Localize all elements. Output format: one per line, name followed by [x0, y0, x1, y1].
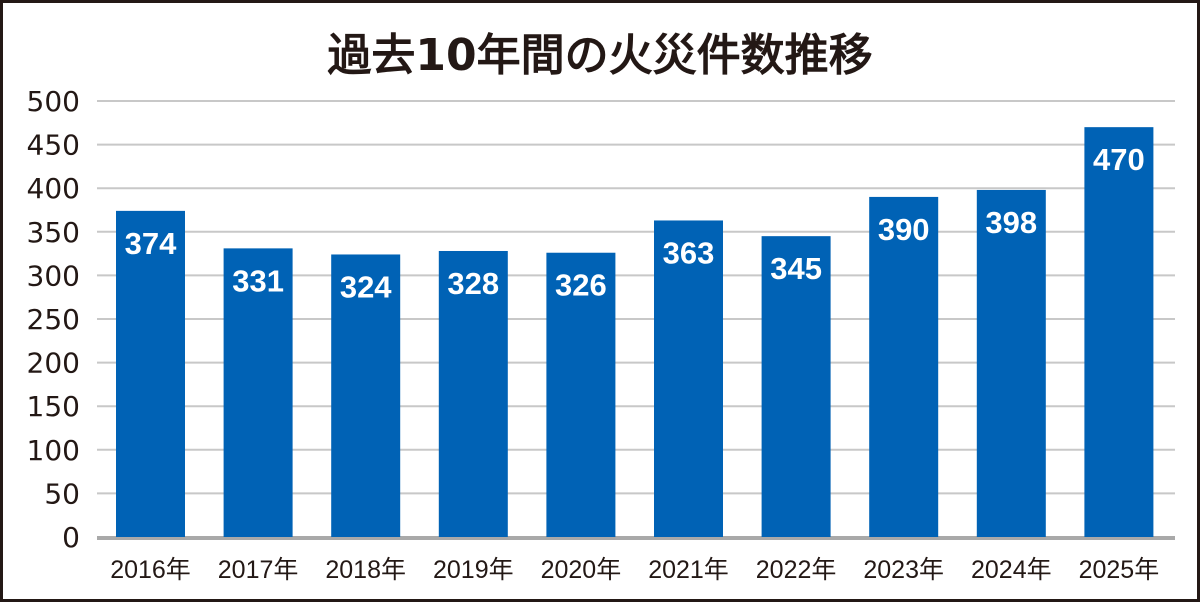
x-tick-label: 2022年 — [756, 556, 837, 584]
bar — [869, 196, 939, 538]
data-label: 328 — [447, 266, 499, 301]
bar — [546, 252, 616, 537]
data-label: 326 — [555, 268, 607, 303]
y-tick-label: 200 — [27, 347, 80, 380]
bar — [1084, 127, 1154, 537]
y-tick-label: 100 — [27, 434, 80, 467]
data-label: 331 — [232, 263, 284, 298]
x-tick-label: 2024年 — [971, 556, 1052, 584]
bar — [761, 236, 831, 537]
x-tick-label: 2016年 — [110, 556, 191, 584]
y-tick-label: 500 — [27, 85, 80, 118]
y-tick-label: 450 — [27, 129, 80, 162]
data-label: 374 — [125, 226, 177, 261]
bar — [223, 248, 293, 538]
x-tick-label: 2017年 — [218, 556, 299, 584]
y-tick-label: 300 — [27, 259, 80, 292]
y-tick-label: 350 — [27, 216, 80, 249]
x-tick-label: 2023年 — [863, 556, 944, 584]
data-label: 398 — [985, 205, 1037, 240]
data-label: 363 — [663, 235, 715, 270]
bar — [438, 250, 508, 537]
y-tick-label: 150 — [27, 390, 80, 423]
x-tick-label: 2019年 — [433, 556, 514, 584]
data-label: 324 — [340, 269, 392, 304]
bar — [976, 189, 1046, 537]
bar — [331, 254, 401, 538]
chart-title: 過去10年間の火災件数推移 — [327, 30, 872, 81]
y-tick-label: 0 — [62, 521, 80, 554]
data-label: 345 — [770, 251, 822, 286]
x-tick-label: 2020年 — [541, 556, 622, 584]
bar — [116, 210, 185, 537]
x-tick-label: 2018年 — [325, 556, 406, 584]
data-label: 470 — [1093, 142, 1145, 177]
bar — [654, 220, 723, 538]
x-tick-label: 2021年 — [648, 556, 729, 584]
x-tick-label: 2025年 — [1079, 556, 1160, 584]
y-tick-label: 50 — [44, 477, 80, 510]
data-label: 390 — [878, 212, 930, 247]
y-tick-label: 400 — [27, 172, 80, 205]
y-tick-label: 250 — [27, 303, 80, 336]
